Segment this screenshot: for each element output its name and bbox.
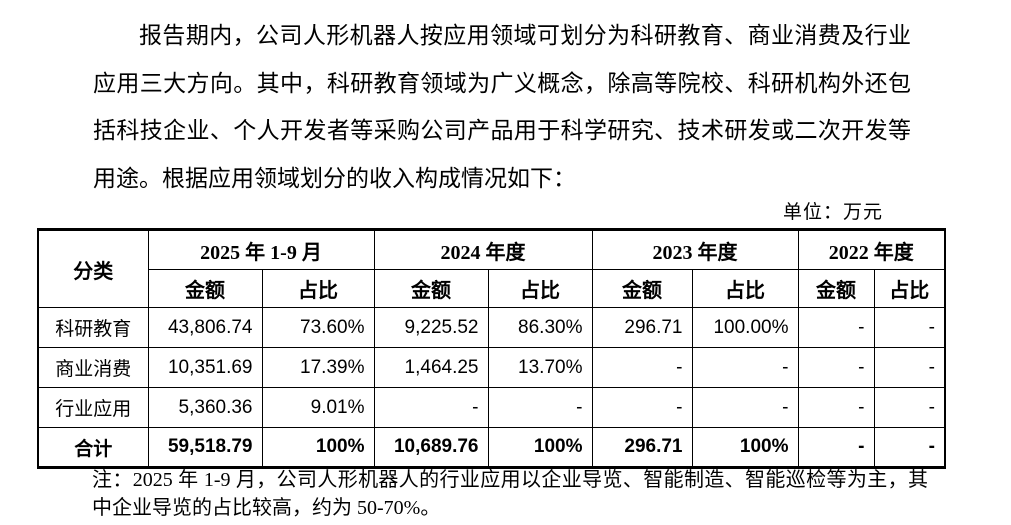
cell-value: 86.30% — [487, 307, 593, 348]
cell-value: 9,225.52 — [373, 307, 489, 348]
cell-value: - — [873, 347, 946, 388]
cell-value: - — [873, 307, 946, 348]
col-header-category: 分类 — [37, 229, 149, 308]
subheader-ratio-2023: 占比 — [691, 269, 799, 308]
table-header-periods: 分类 2025 年 1-9 月 2024 年度 2023 年度 2022 年度 — [37, 229, 946, 308]
cell-value: - — [691, 347, 799, 388]
subheader-amount-2024: 金额 — [373, 269, 489, 308]
cell-value: 5,360.36 — [147, 387, 263, 428]
table-row-research-education: 科研教育 43,806.74 73.60% 9,225.52 86.30% 29… — [37, 307, 946, 348]
cell-value: 43,806.74 — [147, 307, 263, 348]
cell-value: 1,464.25 — [373, 347, 489, 388]
cell-value: 17.39% — [261, 347, 375, 388]
cell-value: 296.71 — [591, 427, 693, 468]
table-header-subcolumns: 金额 占比 金额 占比 金额 占比 金额 占比 — [38, 269, 946, 308]
cell-value: - — [487, 387, 593, 428]
subheader-amount-2022: 金额 — [797, 269, 875, 308]
cell-value: - — [797, 427, 875, 468]
table-row-total: 合计 59,518.79 100% 10,689.76 100% 296.71 … — [37, 427, 946, 468]
subheader-ratio-2022: 占比 — [873, 269, 946, 308]
subheader-ratio-2024: 占比 — [487, 269, 593, 308]
subheader-amount-2025: 金额 — [147, 269, 263, 308]
cell-value: 13.70% — [487, 347, 593, 388]
cell-value: 100% — [487, 427, 593, 468]
subheader-amount-2023: 金额 — [591, 269, 693, 308]
table-row-industry-application: 行业应用 5,360.36 9.01% - - - - - - — [37, 387, 946, 428]
cell-value: 100.00% — [691, 307, 799, 348]
cell-value: - — [691, 387, 799, 428]
period-header-2022: 2022 年度 — [797, 229, 946, 270]
cell-value: 100% — [691, 427, 799, 468]
subheader-ratio-2025: 占比 — [261, 269, 375, 308]
cell-value: - — [873, 387, 946, 428]
period-header-2025: 2025 年 1-9 月 — [147, 229, 375, 270]
cell-value: 296.71 — [591, 307, 693, 348]
cell-value: 10,351.69 — [147, 347, 263, 388]
intro-paragraph: 报告期内，公司人形机器人按应用领域可划分为科研教育、商业消费及行业应用三大方向。… — [93, 23, 911, 191]
cell-value: - — [591, 347, 693, 388]
cell-value: - — [797, 347, 875, 388]
revenue-composition-table: 分类 2025 年 1-9 月 2024 年度 2023 年度 2022 年度 … — [37, 228, 946, 469]
cell-category: 商业消费 — [37, 347, 149, 388]
period-header-2024: 2024 年度 — [373, 229, 593, 270]
cell-value: 73.60% — [261, 307, 375, 348]
cell-value: - — [873, 427, 946, 468]
footnote: 注：2025 年 1-9 月，公司人形机器人的行业应用以企业导览、智能制造、智能… — [92, 469, 928, 519]
unit-label: 单位：万元 — [782, 202, 883, 223]
cell-value: - — [591, 387, 693, 428]
cell-value: - — [797, 387, 875, 428]
cell-value: - — [797, 307, 875, 348]
cell-category: 科研教育 — [37, 307, 149, 348]
period-header-2023: 2023 年度 — [591, 229, 799, 270]
cell-value: 59,518.79 — [147, 427, 263, 468]
table-row-commercial-consumption: 商业消费 10,351.69 17.39% 1,464.25 13.70% - … — [37, 347, 946, 388]
cell-value: 9.01% — [261, 387, 375, 428]
cell-value: 10,689.76 — [373, 427, 489, 468]
cell-category: 合计 — [37, 427, 149, 468]
cell-category: 行业应用 — [37, 387, 149, 428]
cell-value: - — [373, 387, 489, 428]
cell-value: 100% — [261, 427, 375, 468]
